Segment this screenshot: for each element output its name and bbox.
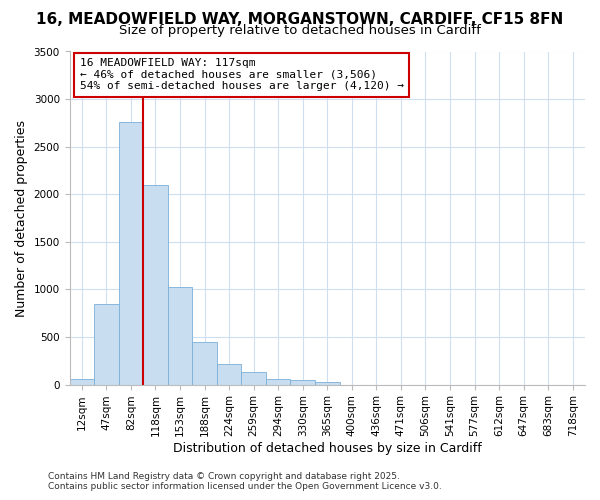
Bar [241, 372, 266, 384]
Bar [266, 379, 290, 384]
Text: Contains HM Land Registry data © Crown copyright and database right 2025.
Contai: Contains HM Land Registry data © Crown c… [48, 472, 442, 491]
Text: 16, MEADOWFIELD WAY, MORGANSTOWN, CARDIFF, CF15 8FN: 16, MEADOWFIELD WAY, MORGANSTOWN, CARDIF… [37, 12, 563, 28]
Text: Size of property relative to detached houses in Cardiff: Size of property relative to detached ho… [119, 24, 481, 37]
Bar [217, 364, 241, 384]
Y-axis label: Number of detached properties: Number of detached properties [15, 120, 28, 316]
Bar [70, 379, 94, 384]
Bar [290, 380, 315, 384]
Bar [94, 304, 119, 384]
Bar [192, 342, 217, 384]
Text: 16 MEADOWFIELD WAY: 117sqm
← 46% of detached houses are smaller (3,506)
54% of s: 16 MEADOWFIELD WAY: 117sqm ← 46% of deta… [80, 58, 404, 92]
X-axis label: Distribution of detached houses by size in Cardiff: Distribution of detached houses by size … [173, 442, 482, 455]
Bar [168, 287, 192, 384]
Bar [315, 382, 340, 384]
Bar [119, 122, 143, 384]
Bar [143, 184, 168, 384]
